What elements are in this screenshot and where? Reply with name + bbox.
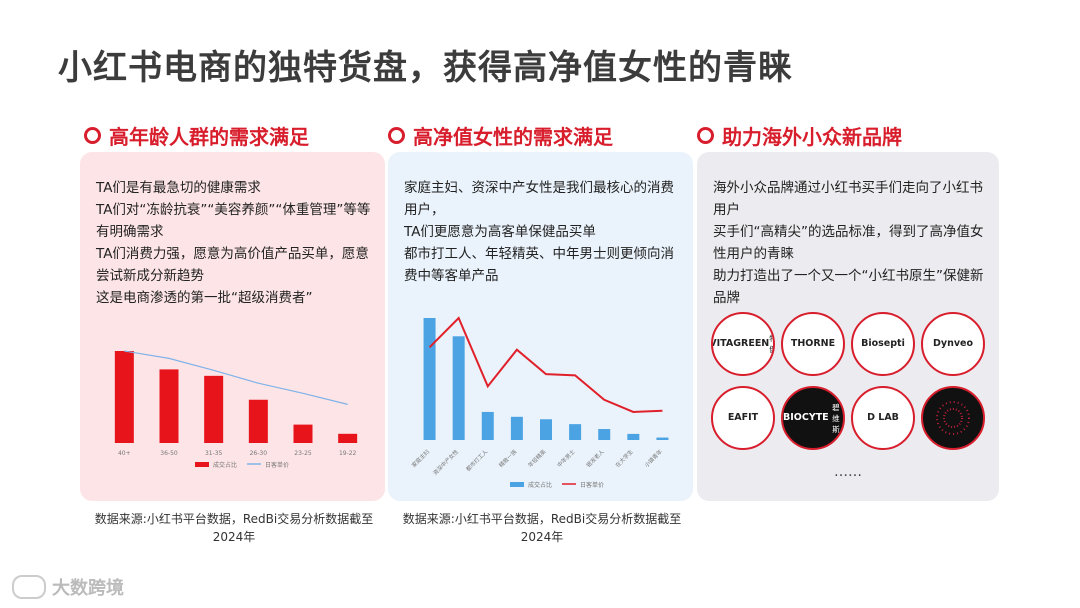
- brand-name: Dynveo: [932, 337, 973, 349]
- bar: [481, 411, 494, 440]
- bar: [598, 429, 611, 440]
- panel-text: 海外小众品牌通过小红书买手们走向了小红书用户 买手们“高精尖”的选品标准，得到了…: [713, 177, 987, 309]
- age-chart: 40+ 36-50 31-35 26-30 23-25 19-22 成交占比 日客单价: [114, 350, 358, 469]
- text-line: TA们对“冻龄抗衰”“美容养颜”“体重管理”等等有明确需求: [96, 202, 371, 240]
- data-source-note: 数据来源:小红书平台数据，RedBi交易分析数据截至2024年: [94, 512, 374, 544]
- x-tick-label: 19-22: [339, 450, 357, 457]
- brand-subname: 碧维斯: [832, 402, 840, 434]
- x-tick-label: 23-25: [294, 450, 312, 457]
- x-tick-label: 都市打工人: [464, 447, 489, 472]
- bar: [627, 433, 640, 440]
- page-title: 小红书电商的独特货盘，获得高净值女性的青睐: [58, 48, 793, 88]
- x-tick-label: 精致一族: [497, 447, 519, 469]
- x-tick-label: 36-50: [160, 450, 178, 457]
- text-line: 买手们“高精尖”的选品标准，得到了高净值女性用户的青睐: [713, 224, 984, 262]
- panel-high-age: TA们是有最急切的健康需求 TA们对“冻龄抗衰”“美容养颜”“体重管理”等等有明…: [80, 152, 385, 501]
- x-tick-label: 31-35: [205, 450, 223, 457]
- data-source-note: 数据来源:小红书平台数据，RedBi交易分析数据截至2024年: [402, 512, 682, 544]
- brand-logo: Dynveo: [921, 312, 985, 376]
- brand-name: EAFIT: [727, 411, 759, 423]
- legend-label: 成交占比: [213, 461, 237, 469]
- abstract-emblem-icon: [936, 401, 970, 435]
- bar: [452, 336, 465, 440]
- circle-bullet-icon: [84, 126, 101, 144]
- text-line: TA们消费力强，愿意为高价值产品买单，愿意尝试新成分新趋势: [96, 246, 369, 284]
- column-header-3: 助力海外小众新品牌: [697, 120, 902, 150]
- user-type-chart: 家庭主妇 资深中产女性 都市打工人 精致一族 年轻精英 中年男士 银发老人 在大学生 小镇青年成…: [410, 316, 669, 489]
- bar: [248, 399, 268, 443]
- x-tick-label: 小镇青年: [643, 447, 665, 469]
- bar: [204, 375, 224, 443]
- brand-name: BIOCYTE: [783, 411, 829, 423]
- column-header-2: 高净值女性的需求满足: [388, 120, 613, 150]
- series-line: [124, 350, 348, 405]
- text-line: TA们更愿意为高客单保健品买单: [404, 224, 596, 240]
- text-line: 家庭主妇、资深中产女性是我们最核心的消费用户，: [404, 180, 674, 218]
- text-line: 海外小众品牌通过小红书买手们走向了小红书用户: [713, 180, 983, 218]
- bar: [159, 369, 179, 443]
- brand-logo: EAFIT: [711, 386, 775, 450]
- brand-subname: 维特健灵: [769, 322, 773, 366]
- brand-mark-icon: [12, 575, 46, 599]
- column-header-text: 助力海外小众新品牌: [722, 124, 902, 149]
- panel-text: TA们是有最急切的健康需求 TA们对“冻龄抗衰”“美容养颜”“体重管理”等等有明…: [96, 177, 373, 309]
- bar: [423, 318, 436, 440]
- legend-label: 成交占比: [528, 481, 552, 489]
- brand-logo-grid: VITAGREEN维特健灵 THORNE Biosepti Dynveo EAFIT BI…: [711, 312, 987, 450]
- bar: [293, 424, 313, 443]
- brand-name: Biosepti: [861, 337, 905, 349]
- column-header-text: 高净值女性的需求满足: [413, 124, 613, 149]
- column-header-1: 高年龄人群的需求满足: [84, 120, 309, 150]
- text-line: 助力打造出了一个又一个“小红书原生”保健新品牌: [713, 268, 984, 306]
- brand-logo: Biosepti: [851, 312, 915, 376]
- footer-logo-text: 大数跨境: [52, 578, 124, 599]
- brand-logo: D LAB: [851, 386, 915, 450]
- bar: [510, 416, 523, 440]
- panel-text: 家庭主妇、资深中产女性是我们最核心的消费用户， TA们更愿意为高客单保健品买单 …: [404, 177, 681, 287]
- footer-logo: 大数跨境: [12, 574, 124, 600]
- legend-label: 日客单价: [265, 461, 289, 469]
- circle-bullet-icon: [697, 126, 714, 144]
- legend-swatch: [510, 482, 524, 487]
- x-tick-label: 资深中产女性: [431, 447, 460, 476]
- x-tick-label: 家庭主妇: [410, 448, 431, 469]
- text-line: 都市打工人、年轻精英、中年男士则更倾向消费中等客单产品: [404, 246, 674, 284]
- brand-name: THORNE: [790, 337, 836, 349]
- circle-bullet-icon: [388, 126, 405, 144]
- brand-logo: THORNE: [781, 312, 845, 376]
- x-tick-label: 银发老人: [584, 447, 606, 469]
- series-line: [428, 316, 663, 413]
- bar: [656, 437, 669, 440]
- text-line: 这是电商渗透的第一批“超级消费者”: [96, 290, 313, 306]
- legend-swatch: [195, 462, 209, 467]
- x-tick-label: 40+: [118, 450, 131, 457]
- panel-high-net-worth: 家庭主妇、资深中产女性是我们最核心的消费用户， TA们更愿意为高客单保健品买单 …: [388, 152, 693, 501]
- x-tick-label: 年轻精英: [526, 447, 548, 469]
- bar: [114, 351, 134, 443]
- x-tick-label: 在大学生: [614, 447, 636, 469]
- more-ellipsis: ……: [834, 464, 862, 480]
- text-line: TA们是有最急切的健康需求: [96, 180, 261, 196]
- brand-name: VITAGREEN: [711, 337, 770, 349]
- bar: [338, 433, 358, 443]
- x-tick-label: 中年男士: [555, 447, 577, 469]
- column-header-text: 高年龄人群的需求满足: [109, 124, 309, 149]
- brand-logo: [921, 386, 985, 450]
- legend-label: 日客单价: [580, 481, 604, 489]
- brand-logo: BIOCYTE 碧维斯: [781, 386, 845, 450]
- x-tick-label: 26-30: [250, 450, 268, 457]
- panel-overseas-brands: 海外小众品牌通过小红书买手们走向了小红书用户 买手们“高精尖”的选品标准，得到了…: [697, 152, 999, 501]
- brand-name: D LAB: [867, 411, 899, 423]
- bar: [569, 424, 582, 440]
- bar: [540, 419, 552, 440]
- brand-logo: VITAGREEN维特健灵: [711, 312, 775, 376]
